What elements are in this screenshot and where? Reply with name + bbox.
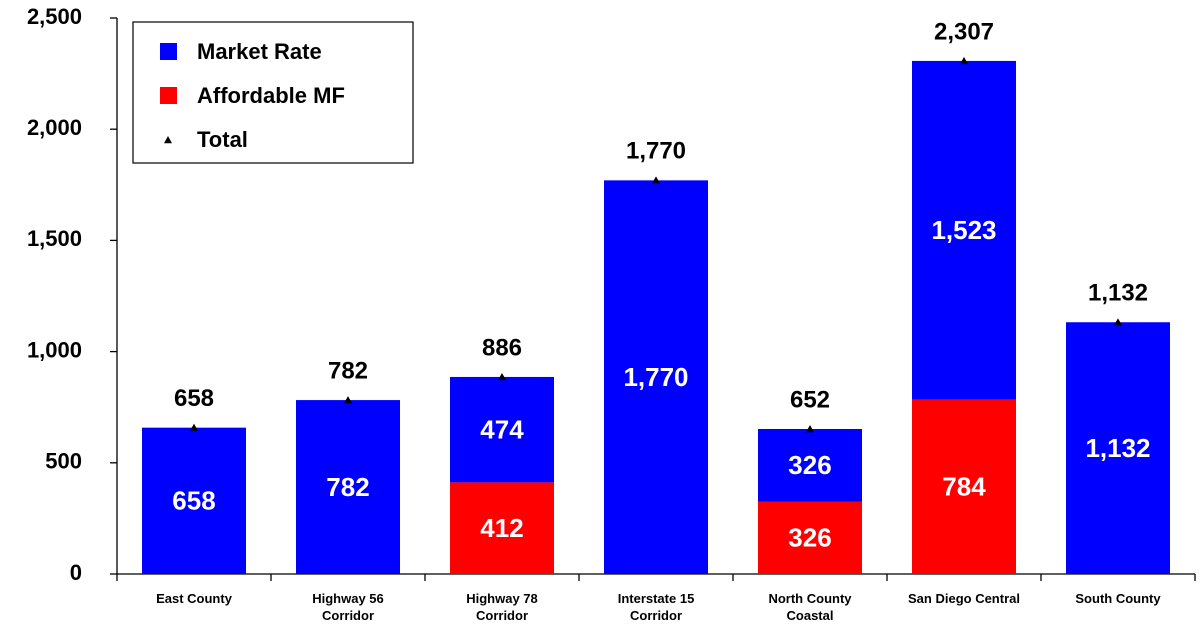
bar-segment: [1066, 322, 1170, 574]
value-label: 1,523: [931, 215, 996, 245]
bar-segment: [450, 482, 554, 574]
legend-swatch: [160, 43, 177, 60]
legend-swatch: [164, 136, 172, 144]
value-label: 326: [788, 450, 831, 480]
legend-box: [132, 21, 414, 164]
value-label: 658: [172, 486, 215, 516]
x-tick-label: Highway 56 Corridor: [312, 591, 384, 623]
y-tick-label: 2,500: [27, 4, 82, 29]
bar-segment: [758, 501, 862, 574]
x-tick-label: San Diego Central: [908, 591, 1020, 606]
bar-segment: [604, 180, 708, 575]
bar-segment: [912, 399, 1016, 574]
value-label: 784: [942, 472, 986, 502]
total-marker: [190, 423, 198, 431]
x-tick-label: East County: [156, 591, 233, 606]
total-label: 1,770: [626, 138, 686, 165]
bar-segment: [912, 60, 1016, 400]
total-label: 658: [174, 385, 214, 412]
total-marker: [344, 396, 352, 404]
y-tick-label: 500: [45, 449, 82, 474]
total-label: 2,307: [934, 18, 994, 45]
value-label: 1,132: [1085, 433, 1150, 463]
total-marker: [806, 424, 814, 433]
total-label: 886: [482, 334, 522, 361]
bar-segment: [758, 428, 862, 502]
total-marker: [652, 176, 660, 184]
legend-label: Total: [197, 127, 248, 152]
total-marker: [960, 56, 968, 65]
x-tick-label: Interstate 15 Corridor: [618, 591, 695, 623]
value-label: 326: [788, 523, 831, 553]
bar-segment: [142, 427, 246, 574]
bar-segment: [296, 400, 400, 574]
total-label: 782: [328, 357, 368, 384]
value-label: 474: [480, 415, 524, 445]
bar-segment: [450, 376, 554, 483]
total-marker: [1114, 318, 1122, 326]
legend-swatch: [160, 87, 177, 104]
y-tick-label: 1,000: [27, 337, 82, 362]
total-marker: [498, 372, 506, 381]
y-tick-label: 2,000: [27, 115, 82, 140]
value-label: 1,770: [623, 362, 688, 392]
legend-label: Market Rate: [197, 39, 322, 64]
x-tick-label: North County Coastal: [768, 591, 852, 623]
y-tick-label: 0: [70, 560, 82, 585]
x-tick-label: Highway 78 Corridor: [466, 591, 538, 623]
legend-label: Affordable MF: [197, 83, 345, 108]
value-label: 412: [480, 513, 523, 543]
y-tick-label: 1,500: [27, 226, 82, 251]
total-label: 1,132: [1088, 280, 1148, 307]
x-tick-label: South County: [1075, 591, 1161, 606]
total-label: 652: [790, 386, 830, 413]
value-label: 782: [326, 472, 369, 502]
